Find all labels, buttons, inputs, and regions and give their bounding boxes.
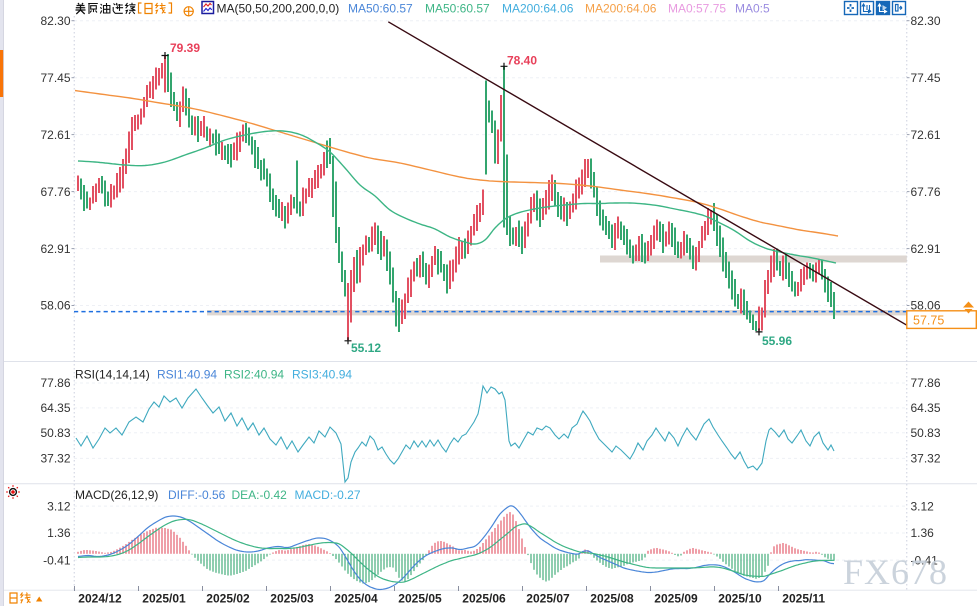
svg-text:72.61: 72.61 — [911, 128, 941, 142]
svg-text:77.86: 77.86 — [40, 376, 70, 390]
svg-text:MA0:57.75: MA0:57.75 — [668, 2, 726, 16]
svg-text:MACD:-0.27: MACD:-0.27 — [295, 488, 361, 502]
svg-text:2025/10: 2025/10 — [718, 592, 762, 606]
svg-text:RSI3:40.94: RSI3:40.94 — [292, 368, 352, 382]
svg-text:DIFF:-0.56: DIFF:-0.56 — [168, 488, 226, 502]
svg-text:2024/12: 2024/12 — [78, 592, 122, 606]
svg-text:82.30: 82.30 — [911, 14, 941, 28]
svg-text:2025/09: 2025/09 — [654, 592, 698, 606]
svg-text:77.86: 77.86 — [911, 376, 941, 390]
svg-text:67.76: 67.76 — [40, 185, 70, 199]
svg-text:78.40: 78.40 — [507, 54, 537, 68]
svg-text:2025/02: 2025/02 — [206, 592, 250, 606]
svg-text:MA200:64.06: MA200:64.06 — [502, 2, 574, 16]
svg-text:72.61: 72.61 — [40, 128, 70, 142]
svg-text:77.45: 77.45 — [40, 71, 70, 85]
svg-text:62.91: 62.91 — [40, 242, 70, 256]
svg-text:55.12: 55.12 — [351, 341, 381, 355]
svg-text:58.06: 58.06 — [911, 299, 941, 313]
svg-text:MA0:5: MA0:5 — [735, 2, 770, 16]
svg-text:-0.41: -0.41 — [43, 553, 71, 567]
svg-text:FX678: FX678 — [843, 552, 948, 592]
svg-text:1.36: 1.36 — [911, 526, 935, 540]
svg-text:50.83: 50.83 — [911, 426, 941, 440]
svg-text:64.35: 64.35 — [40, 401, 70, 415]
svg-text:2025/04: 2025/04 — [334, 592, 378, 606]
svg-text:MA200:64.06: MA200:64.06 — [585, 2, 657, 16]
svg-text:79.39: 79.39 — [170, 41, 200, 55]
svg-text:RSI2:40.94: RSI2:40.94 — [224, 368, 284, 382]
svg-text:64.35: 64.35 — [911, 401, 941, 415]
svg-text:50.83: 50.83 — [40, 426, 70, 440]
svg-text:2025/06: 2025/06 — [462, 592, 506, 606]
svg-text:3.12: 3.12 — [911, 499, 935, 513]
svg-text:37.32: 37.32 — [40, 452, 70, 466]
svg-text:2025/03: 2025/03 — [270, 592, 314, 606]
svg-text:2025/08: 2025/08 — [590, 592, 634, 606]
svg-text:2025/01: 2025/01 — [142, 592, 186, 606]
svg-text:82.30: 82.30 — [40, 14, 70, 28]
svg-text:2025/05: 2025/05 — [398, 592, 442, 606]
svg-text:1.36: 1.36 — [47, 526, 71, 540]
svg-text:RSI(14,14,14): RSI(14,14,14) — [75, 368, 150, 382]
svg-text:-0.41: -0.41 — [911, 553, 939, 567]
svg-text:55.96: 55.96 — [762, 334, 792, 348]
svg-text:2025/07: 2025/07 — [526, 592, 570, 606]
svg-text:57.75: 57.75 — [913, 314, 944, 328]
svg-text:58.06: 58.06 — [40, 299, 70, 313]
svg-text:62.91: 62.91 — [911, 242, 941, 256]
svg-text:RSI1:40.94: RSI1:40.94 — [157, 368, 217, 382]
svg-text:MA(50,50,200,200,0,0): MA(50,50,200,200,0,0) — [217, 2, 340, 16]
svg-text:77.45: 77.45 — [911, 71, 941, 85]
svg-text:MACD(26,12,9): MACD(26,12,9) — [75, 488, 158, 502]
svg-text:MA50:60.57: MA50:60.57 — [425, 2, 490, 16]
svg-text:67.76: 67.76 — [911, 185, 941, 199]
svg-text:DEA:-0.42: DEA:-0.42 — [232, 488, 288, 502]
svg-text:MA50:60.57: MA50:60.57 — [348, 2, 413, 16]
svg-text:2025/11: 2025/11 — [782, 592, 825, 606]
svg-text:3.12: 3.12 — [47, 499, 71, 513]
svg-text:37.32: 37.32 — [911, 452, 941, 466]
